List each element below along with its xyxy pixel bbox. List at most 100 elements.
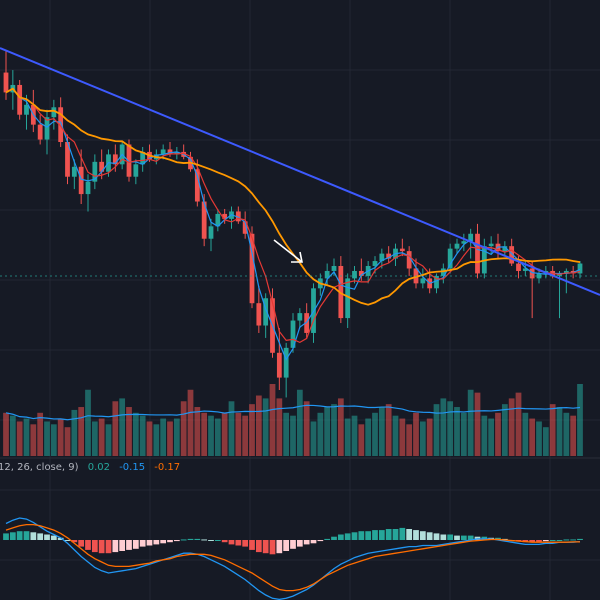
volume-bar <box>317 412 324 456</box>
candle-body <box>3 72 9 93</box>
macd-histogram-bar <box>249 540 255 550</box>
candle-body <box>174 151 180 155</box>
candle-body <box>502 246 508 252</box>
volume-bar <box>399 418 406 456</box>
macd-histogram-bar <box>91 540 98 553</box>
volume-bar <box>235 412 242 456</box>
candle-body <box>249 233 255 304</box>
candle-body <box>133 164 139 177</box>
macd-histogram-bar <box>255 540 262 553</box>
macd-histogram-bar <box>50 535 57 540</box>
volume-bar <box>501 404 508 456</box>
macd-histogram-bar <box>30 532 37 540</box>
macd-histogram-bar <box>64 540 71 541</box>
macd-histogram-bar <box>283 540 290 551</box>
volume-bar <box>194 407 201 456</box>
volume-bar <box>64 427 71 456</box>
candle-body <box>194 169 200 202</box>
volume-ma-line <box>5 404 581 421</box>
volume-bar <box>467 389 474 456</box>
macd-histogram-bar <box>303 540 310 545</box>
macd-legend: 12, 26, close, 9) 0.02 -0.15 -0.17 <box>0 462 180 473</box>
annotations <box>0 47 600 296</box>
macd-histogram-bar <box>324 538 331 540</box>
volume-bar <box>488 418 495 456</box>
macd-histogram-bar <box>214 540 221 541</box>
macd-histogram-bar <box>351 532 358 540</box>
macd-histogram-bar <box>228 540 235 545</box>
candle-body <box>140 151 146 165</box>
ma-fast-blue-line <box>5 87 581 361</box>
candle-body <box>126 144 132 177</box>
candle-body <box>304 313 310 333</box>
candle-body <box>290 320 296 348</box>
macd-histogram-bar <box>337 534 344 540</box>
macd-histogram-bar <box>9 532 16 540</box>
macd-pane <box>3 517 583 600</box>
volume-bar <box>153 424 160 456</box>
macd-histogram-bar <box>221 540 228 543</box>
volume-bar <box>71 409 78 456</box>
macd-histogram-bar <box>556 540 563 541</box>
volume-bar <box>419 421 426 456</box>
candle-body <box>71 166 77 177</box>
candle-body <box>447 248 453 269</box>
candle-body <box>256 303 262 326</box>
macd-histogram-bar <box>570 539 577 541</box>
macd-histogram-bar <box>235 540 242 546</box>
volume-bar <box>556 407 563 456</box>
volume-bar <box>132 412 139 456</box>
volume-bar <box>392 415 399 456</box>
volume-bar <box>146 421 153 456</box>
volume-bar <box>522 412 529 456</box>
volume-bar <box>44 421 50 456</box>
candle-body <box>222 213 228 219</box>
volume-bar <box>208 415 214 456</box>
candle-body <box>529 268 535 279</box>
macd-histogram-bar <box>3 533 9 540</box>
candle-body <box>24 104 29 115</box>
macd-histogram-bar <box>310 540 317 544</box>
macd-params-label: 12, 26, close, 9) <box>0 462 79 473</box>
volume-bar <box>324 407 331 456</box>
volume-bar <box>37 412 44 456</box>
volume-bar <box>563 412 570 456</box>
volume-bar <box>214 418 221 456</box>
macd-histogram-bar <box>85 540 91 550</box>
macd-histogram-bar <box>358 531 365 540</box>
volume-bar <box>303 401 310 456</box>
candle-body <box>44 117 50 140</box>
macd-histogram-bar <box>71 540 78 543</box>
macd-histogram-bar <box>296 540 303 547</box>
volume-bar <box>542 427 549 456</box>
candle-body <box>475 233 480 274</box>
volume-bar <box>508 398 515 456</box>
candle-body <box>331 266 337 271</box>
macd-histogram-bar <box>119 540 126 551</box>
macd-histogram-bar <box>536 540 542 543</box>
volume-bar <box>344 418 351 456</box>
candle-body <box>208 226 214 239</box>
volume-bar <box>426 418 433 456</box>
candle-body <box>85 181 91 195</box>
volume-bar <box>372 412 378 456</box>
macd-histogram-bar <box>167 540 173 543</box>
volume-bar <box>337 398 344 456</box>
macd-histogram-bar <box>529 540 536 543</box>
macd-histogram-bar <box>440 534 447 540</box>
macd-histogram-bar <box>549 540 556 541</box>
volume-bar <box>549 404 556 456</box>
candle-body <box>372 261 378 266</box>
macd-histogram-bar <box>344 533 351 540</box>
candle-body <box>379 253 385 262</box>
volume-bar <box>98 418 105 456</box>
volume-bar <box>378 407 385 456</box>
candle-body <box>345 278 351 319</box>
volume-bar <box>126 407 132 456</box>
candle-body <box>522 268 528 271</box>
macd-histogram-bar <box>399 527 406 540</box>
candle-body <box>516 263 521 271</box>
volume-bars <box>3 384 583 456</box>
macd-histogram-bar <box>153 540 160 545</box>
